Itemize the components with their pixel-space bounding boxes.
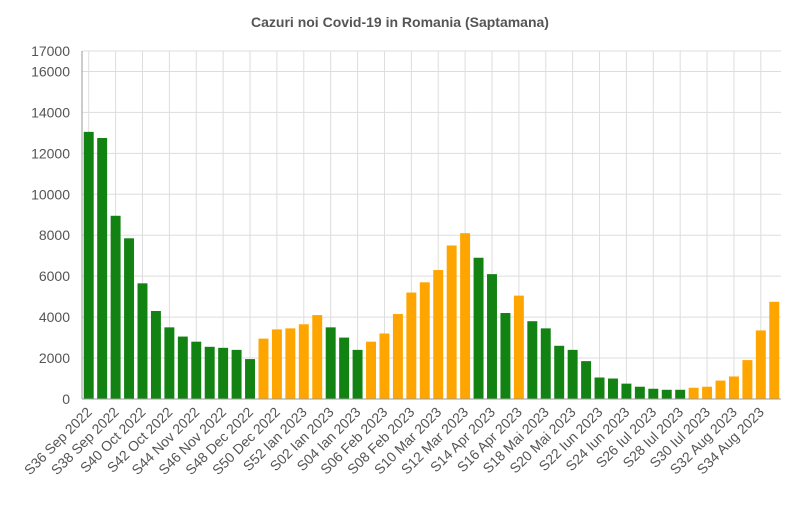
bar[interactable]	[500, 313, 511, 399]
bar[interactable]	[607, 378, 618, 399]
bar[interactable]	[594, 377, 605, 399]
bar[interactable]	[688, 387, 699, 399]
bar[interactable]	[392, 314, 403, 399]
bar[interactable]	[446, 245, 457, 399]
bar[interactable]	[164, 327, 175, 399]
bar[interactable]	[285, 328, 296, 399]
bar[interactable]	[513, 295, 524, 399]
bar[interactable]	[419, 282, 430, 399]
bars	[83, 131, 780, 399]
bar[interactable]	[137, 283, 148, 399]
bar[interactable]	[352, 349, 363, 399]
bar[interactable]	[433, 270, 444, 399]
y-tick-label: 17000	[31, 43, 70, 59]
bar[interactable]	[675, 389, 686, 399]
bar[interactable]	[204, 346, 215, 399]
y-tick-label: 4000	[39, 309, 70, 325]
bar[interactable]	[527, 321, 538, 399]
y-tick-label: 6000	[39, 268, 70, 284]
bar[interactable]	[339, 337, 350, 399]
bar[interactable]	[742, 360, 753, 399]
y-tick-label: 12000	[31, 145, 70, 161]
axes	[81, 51, 781, 400]
bar[interactable]	[769, 301, 780, 399]
y-tick-labels: 0 2000 4000 6000 8000 10000 12000 14000 16000 170…	[31, 43, 70, 407]
bar[interactable]	[312, 315, 323, 399]
bar[interactable]	[231, 349, 242, 399]
bar[interactable]	[298, 324, 309, 399]
bar[interactable]	[97, 138, 108, 399]
bar[interactable]	[487, 274, 497, 399]
bar[interactable]	[191, 341, 202, 399]
bar[interactable]	[245, 359, 256, 399]
bar[interactable]	[258, 338, 269, 399]
bar[interactable]	[177, 336, 188, 399]
y-tick-label: 10000	[31, 186, 70, 202]
bar[interactable]	[150, 310, 161, 399]
y-tick-label: 14000	[31, 104, 70, 120]
y-tick-label: 2000	[39, 350, 70, 366]
bar[interactable]	[124, 238, 135, 399]
y-tick-label: 16000	[31, 63, 70, 79]
bar[interactable]	[634, 386, 645, 399]
bar[interactable]	[702, 386, 713, 399]
bar[interactable]	[83, 131, 94, 399]
bar[interactable]	[218, 347, 229, 399]
bar[interactable]	[621, 383, 632, 399]
bar[interactable]	[755, 330, 766, 399]
bar[interactable]	[554, 345, 565, 399]
bar[interactable]	[406, 292, 417, 399]
y-tick-label: 8000	[39, 227, 70, 243]
bar[interactable]	[379, 333, 390, 399]
y-tick-label: 0	[62, 391, 70, 407]
bar[interactable]	[110, 215, 121, 399]
bar[interactable]	[460, 233, 471, 399]
bar[interactable]	[661, 389, 672, 399]
bar[interactable]	[728, 376, 739, 399]
chart-title: Cazuri noi Covid-19 in Romania (Saptaman…	[251, 14, 549, 30]
bar[interactable]	[715, 380, 726, 399]
bar[interactable]	[271, 329, 282, 399]
bar[interactable]	[581, 361, 592, 399]
bar[interactable]	[567, 349, 578, 399]
bar[interactable]	[648, 388, 659, 399]
bar[interactable]	[366, 341, 376, 399]
bar[interactable]	[325, 327, 336, 399]
bar[interactable]	[473, 257, 484, 399]
bar[interactable]	[540, 328, 551, 399]
